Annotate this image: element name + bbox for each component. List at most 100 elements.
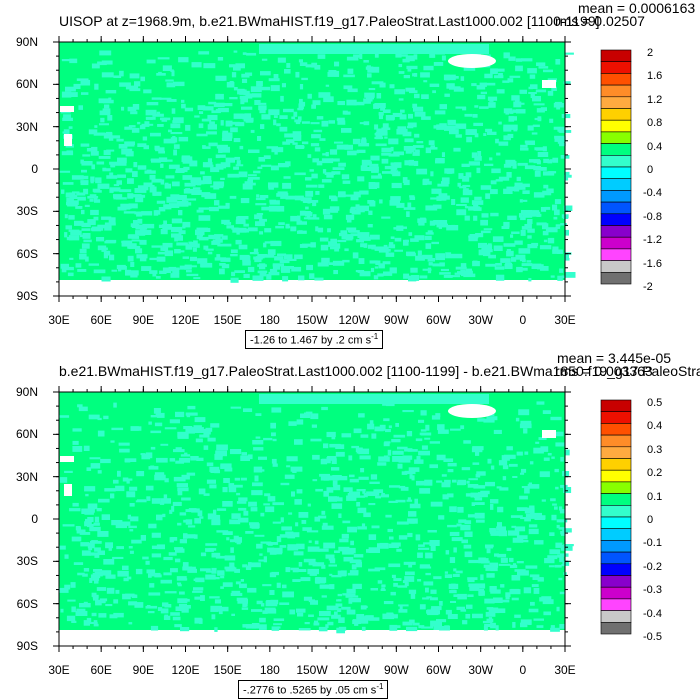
lat-label: 90N	[15, 35, 38, 49]
colorbar-swatch	[600, 260, 632, 273]
lon-label: 60E	[90, 313, 112, 327]
mean-label: mean = 0.0006163	[578, 0, 696, 16]
lon-label: 120E	[171, 313, 200, 327]
lon-label: 120W	[338, 313, 370, 327]
colorbar-swatch	[600, 598, 632, 611]
contour-range-unit-exponent: -1	[376, 682, 384, 691]
colorbar-label: -0.5	[643, 631, 662, 643]
lon-label: 90E	[132, 313, 154, 327]
lon-label: 120W	[338, 663, 370, 677]
lon-label: 30E	[48, 663, 70, 677]
colorbar-swatch	[600, 423, 632, 436]
lon-label: 150W	[296, 313, 328, 327]
island-mask	[60, 106, 74, 112]
colorbar-label: 0	[647, 164, 654, 176]
map-plot-2	[53, 386, 632, 652]
colorbar-swatch	[600, 399, 632, 412]
colorbar-label: -0.8	[643, 210, 662, 223]
colorbar-swatch	[600, 61, 632, 74]
island-mask	[64, 484, 72, 496]
colorbar-label: 0.4	[647, 140, 663, 153]
greenland-mask	[448, 54, 496, 68]
lat-label: 90N	[15, 385, 38, 399]
colorbar-swatch	[600, 493, 632, 506]
colorbar-swatch	[600, 49, 632, 62]
colorbar-swatch	[600, 73, 632, 86]
colorbar-label: -1.6	[643, 257, 662, 270]
contour-range-unit-exponent: -1	[371, 332, 379, 341]
lon-label: 180	[259, 663, 280, 677]
colorbar-label: 0.2	[647, 467, 663, 480]
lat-label: 0	[31, 162, 38, 176]
colorbar-label: -0.3	[643, 584, 662, 597]
colorbar-swatch	[600, 178, 632, 191]
map-plot-1	[53, 36, 632, 302]
island-mask	[542, 80, 556, 88]
colorbar-swatch	[600, 131, 632, 144]
colorbar-swatch	[600, 575, 632, 588]
island-mask	[542, 430, 556, 438]
lon-label: 90E	[132, 663, 154, 677]
lon-label: 150E	[213, 663, 242, 677]
plot-title: UISOP at z=1968.9m, b.e21.BWmaHIST.f19_g…	[59, 13, 600, 29]
colorbar-swatch	[600, 434, 632, 448]
colorbar-swatch	[600, 505, 632, 518]
contour-range-text: -1.26 to 1.467 by .2 cm s	[250, 334, 372, 347]
lon-label: 30E	[554, 313, 576, 327]
colorbar-label: 0.5	[647, 397, 663, 409]
lat-label: 60S	[16, 246, 38, 261]
contour-range-text: -.2776 to .5265 by .05 cm s	[243, 684, 377, 697]
lon-label: 90W	[383, 313, 409, 327]
lon-label: 30W	[468, 663, 493, 677]
lon-label: 150E	[213, 313, 242, 327]
lon-label: 60W	[426, 313, 451, 327]
lat-label: 90S	[16, 289, 38, 303]
colorbar-swatch	[600, 248, 632, 261]
colorbar-swatch	[600, 516, 632, 529]
lat-label: 60N	[15, 77, 38, 92]
rms-label: rms = 0.003363	[555, 363, 653, 379]
negative-contour-patches	[59, 394, 574, 634]
colorbar-swatch	[600, 540, 632, 553]
colorbar-label: 2	[647, 47, 654, 59]
colorbar-swatch	[600, 166, 632, 179]
colorbar-swatch	[600, 119, 632, 133]
island-mask	[64, 134, 72, 146]
colorbar-swatch	[600, 143, 632, 156]
colorbar-swatch	[600, 528, 632, 541]
lon-label: 0	[519, 663, 527, 677]
colorbar-swatch	[600, 155, 632, 168]
antarctica-mask	[59, 280, 565, 296]
lon-label: 120E	[171, 663, 200, 677]
lon-label: 60E	[90, 663, 112, 677]
colorbar-label: -0.4	[643, 187, 662, 200]
lat-label: 30N	[15, 119, 38, 134]
lon-label: 150W	[296, 663, 328, 677]
lon-label: 180	[259, 313, 280, 327]
colorbar-swatch	[600, 481, 632, 494]
colorbar-swatch	[600, 469, 632, 483]
lon-label: 30E	[554, 663, 576, 677]
contour-range-box: -.2776 to .5265 by .05 cm s-1	[238, 680, 389, 699]
colorbar	[600, 49, 632, 285]
plot-title: b.e21.BWmaHIST.f19_g17.PaleoStrat.Last10…	[59, 363, 700, 379]
colorbar-swatch	[600, 563, 632, 576]
colorbar-label: -0.1	[643, 537, 662, 550]
colorbar-label: 0.4	[647, 420, 663, 433]
lon-label: 30W	[468, 313, 493, 327]
lon-label: 90W	[383, 663, 409, 677]
lat-label: 60S	[16, 596, 38, 611]
plot-panel-2: b.e21.BWmaHIST.f19_g17.PaleoStrat.Last10…	[0, 350, 700, 700]
negative-contour-patches	[59, 44, 576, 283]
colorbar-swatch	[600, 458, 632, 471]
colorbar-swatch	[600, 213, 632, 226]
colorbar-label: -2	[643, 281, 653, 293]
colorbar-swatch	[600, 84, 632, 98]
map-area	[58, 41, 576, 297]
colorbar-swatch	[600, 271, 632, 285]
contour-range-box: -1.26 to 1.467 by .2 cm s-1	[245, 330, 384, 349]
colorbar-label: 0.3	[647, 443, 663, 456]
colorbar-swatch	[600, 236, 632, 250]
colorbar-swatch	[600, 201, 632, 215]
lat-label: 60N	[15, 427, 38, 442]
